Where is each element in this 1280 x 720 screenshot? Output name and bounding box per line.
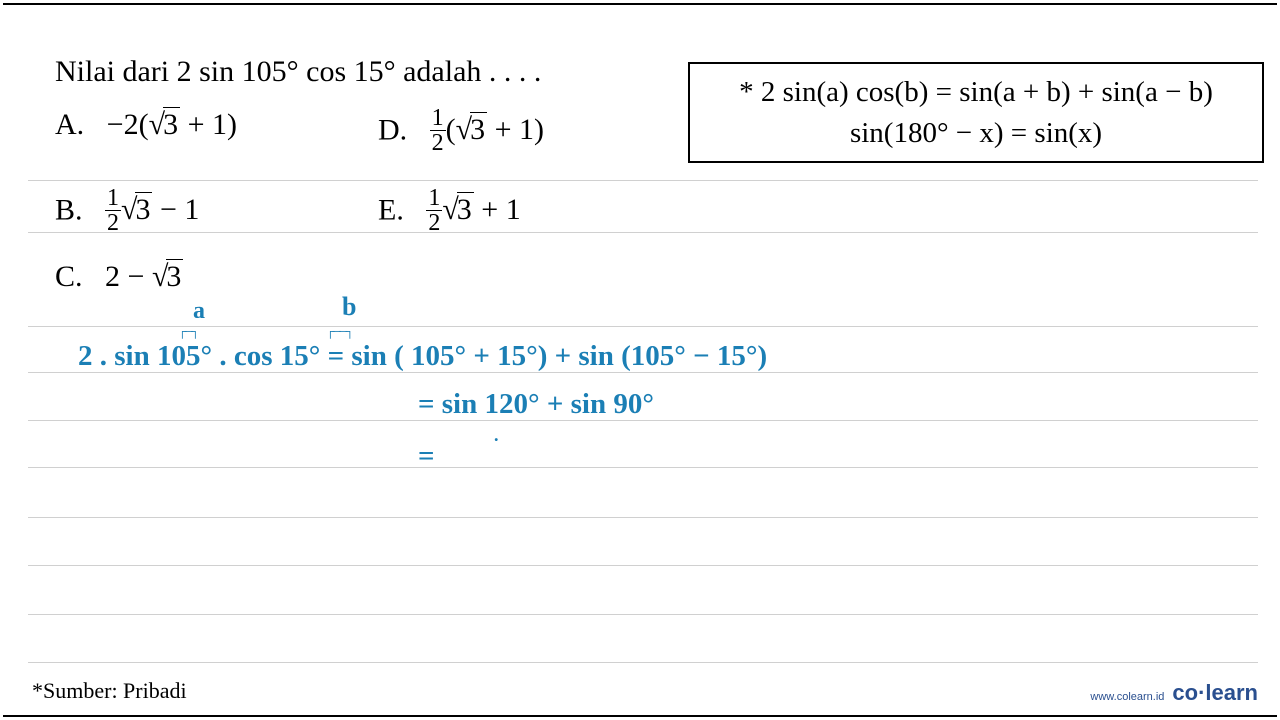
choice-e-expr: 12√3 + 1 (426, 193, 520, 226)
hw-line3: = (418, 440, 435, 473)
footer-url: www.colearn.id (1090, 691, 1164, 703)
choice-b-label: B. (55, 193, 83, 226)
choice-c-label: C. (55, 260, 83, 293)
ruled-line (28, 614, 1258, 615)
bottom-border (3, 715, 1277, 717)
formula-box: * 2 sin(a) cos(b) = sin(a + b) + sin(a −… (688, 62, 1264, 163)
choice-b-expr: 12√3 − 1 (105, 193, 199, 226)
hw-line2: = sin 120° + sin 90° (418, 388, 654, 421)
question-text: Nilai dari 2 sin 105° cos 15° adalah . .… (55, 55, 541, 89)
choice-d-expr: 12(√3 + 1) (430, 113, 544, 146)
choice-d-label: D. (378, 113, 407, 146)
hw-dot: . (494, 425, 499, 446)
ruled-line (28, 662, 1258, 663)
formula-line2: sin(180° − x) = sin(x) (702, 113, 1250, 154)
ruled-line (700, 180, 1258, 181)
choice-a: A. −2(√3 + 1) (55, 108, 237, 142)
choice-d: D. 12(√3 + 1) (378, 108, 544, 157)
choice-c: C. 2 − √3 (55, 260, 183, 294)
top-border (3, 3, 1277, 5)
hw-bracket-b: ┌──┐ (326, 324, 352, 338)
ruled-line (700, 232, 1258, 233)
choice-e: E. 12√3 + 1 (378, 188, 521, 237)
choice-a-expr: −2(√3 + 1) (107, 108, 237, 141)
footer-right: www.colearn.id co·learn (1090, 680, 1258, 706)
ruled-line (28, 467, 1258, 468)
hw-bracket-a: ┌─┐ (178, 324, 198, 338)
formula-line1: * 2 sin(a) cos(b) = sin(a + b) + sin(a −… (702, 72, 1250, 113)
choice-e-label: E. (378, 193, 404, 226)
ruled-line (28, 565, 1258, 566)
ruled-line (28, 326, 1258, 327)
footer-source: *Sumber: Pribadi (32, 678, 187, 704)
hw-label-a: a (193, 298, 205, 325)
footer-logo: co·learn (1172, 680, 1258, 706)
choice-b: B. 12√3 − 1 (55, 188, 199, 237)
page-content: Nilai dari 2 sin 105° cos 15° adalah . .… (0, 0, 1280, 720)
hw-label-b: b (342, 292, 356, 322)
choice-c-expr: 2 − √3 (105, 260, 183, 293)
ruled-line (28, 517, 1258, 518)
hw-line1: 2 . sin 105° . cos 15° = sin ( 105° + 15… (78, 340, 767, 373)
choice-a-label: A. (55, 108, 84, 141)
